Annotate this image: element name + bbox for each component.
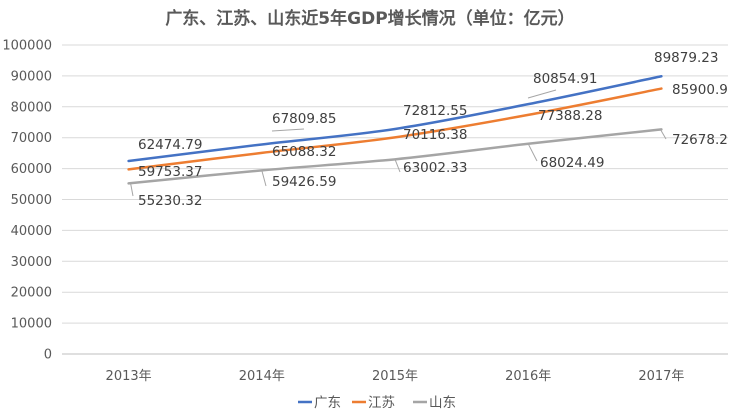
data-label: 62474.79: [138, 137, 202, 153]
leader-line: [527, 143, 538, 162]
y-tick-label: 80000: [11, 100, 52, 115]
data-label: 59753.37: [138, 164, 202, 180]
label-leader-lines: [130, 89, 667, 197]
x-tick-label: 2015年: [372, 369, 418, 384]
legend: 广东 江苏 山东: [298, 395, 456, 411]
x-tick-label: 2013年: [106, 369, 152, 384]
x-tick-label: 2016年: [505, 369, 551, 384]
y-axis: 0 10000 20000 30000 40000 50000 60000 70000 8000…: [2, 39, 52, 363]
data-label: 63002.33: [403, 160, 467, 176]
leader-line: [394, 159, 401, 173]
series-line-广东: [127, 75, 663, 163]
y-tick-label: 0: [44, 348, 52, 363]
data-label: 89879.23: [654, 50, 718, 66]
legend-label: 山东: [429, 395, 456, 411]
data-label: 85900.9: [672, 82, 728, 98]
y-tick-label: 50000: [11, 193, 52, 208]
legend-label: 广东: [314, 395, 341, 411]
gridlines: [62, 44, 728, 324]
leader-line: [261, 170, 267, 187]
y-tick-label: 60000: [11, 162, 52, 177]
leader-line: [130, 183, 134, 197]
data-label: 68024.49: [540, 155, 604, 171]
y-tick-label: 100000: [2, 39, 52, 54]
x-tick-label: 2014年: [239, 369, 285, 384]
series-lines: [127, 75, 663, 185]
x-axis: 2013年 2014年 2015年 2016年 2017年: [62, 353, 728, 384]
y-tick-label: 10000: [11, 317, 52, 332]
data-labels: 62474.79 67809.85 72812.55 80854.91 89879.23…: [138, 50, 728, 209]
data-label: 70116.38: [403, 127, 467, 143]
x-tick-label: 2017年: [638, 369, 684, 384]
leader-line: [659, 129, 667, 140]
legend-label: 江苏: [368, 395, 395, 411]
data-label: 67809.85: [272, 111, 336, 127]
data-label: 80854.91: [533, 71, 597, 87]
y-tick-label: 30000: [11, 255, 52, 270]
data-label: 72678.2: [672, 132, 728, 148]
y-tick-label: 90000: [11, 69, 52, 84]
data-label: 65088.32: [272, 144, 336, 160]
leader-line: [271, 128, 305, 132]
data-label: 77388.28: [538, 108, 602, 124]
chart-title: 广东、江苏、山东近5年GDP增长情况（单位：亿元）: [165, 8, 574, 29]
leader-line: [527, 89, 557, 99]
data-label: 59426.59: [272, 174, 336, 190]
series-line-江苏: [127, 87, 663, 171]
data-label: 55230.32: [138, 193, 202, 209]
data-label: 72812.55: [403, 103, 467, 119]
y-tick-label: 40000: [11, 224, 52, 239]
y-tick-label: 20000: [11, 286, 52, 301]
series-line-山东: [127, 128, 663, 185]
y-tick-label: 70000: [11, 131, 52, 146]
